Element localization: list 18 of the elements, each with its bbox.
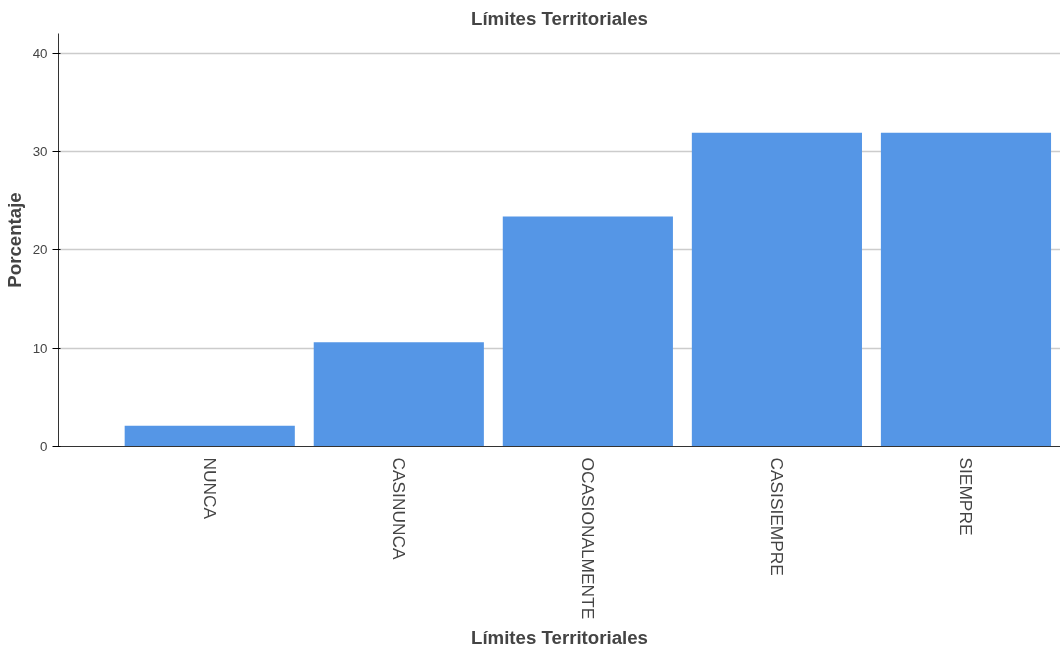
y-tick-label: 40	[32, 45, 48, 61]
x-tick-label: OCASIONALMENTE	[577, 457, 598, 620]
bar	[502, 216, 673, 447]
bar	[124, 425, 295, 447]
bar	[313, 342, 484, 447]
y-axis-title: Porcentaje	[3, 192, 25, 288]
bar	[880, 132, 1052, 447]
y-tick-label: 20	[32, 242, 48, 258]
x-tick-label: SIEMPRE	[955, 457, 976, 536]
y-tick-label: 30	[32, 144, 48, 159]
bar	[691, 132, 862, 447]
x-tick-label: NUNCA	[199, 457, 220, 520]
chart-title: Límites Territoriales	[471, 7, 648, 29]
x-tick-label: CASINUNCA	[388, 457, 409, 560]
y-tick-label: 0	[40, 439, 48, 454]
y-tick-label: 10	[32, 340, 48, 356]
x-tick-label: CASISIEMPRE	[766, 457, 787, 576]
x-axis-title: Límites Territoriales	[471, 627, 648, 649]
